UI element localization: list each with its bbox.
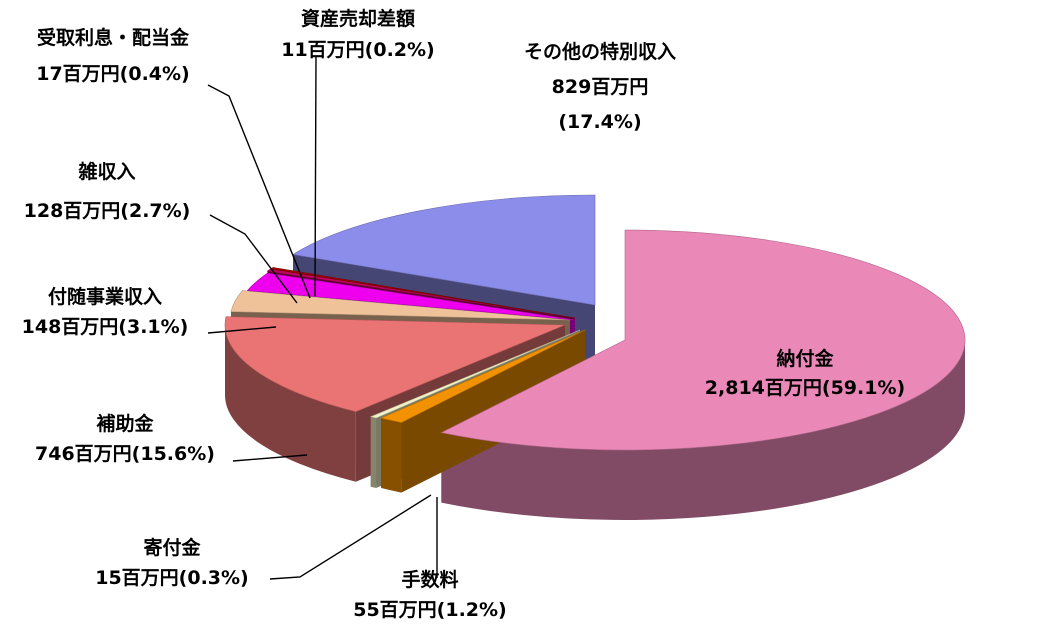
slice-side-手数料 [381, 418, 402, 493]
label-資産売却差額-value: 11百万円(0.2%) [281, 39, 435, 61]
label-補助金-value: 746百万円(15.6%) [35, 443, 215, 465]
label-その他の特別収入-percent: (17.4%) [558, 111, 641, 133]
label-雑収入-value: 128百万円(2.7%) [24, 200, 191, 222]
slice-top-補助金 [224, 316, 566, 413]
label-その他の特別収入-name: その他の特別収入 [524, 40, 676, 63]
leader-line-資産売却差額 [314, 55, 317, 297]
slice-wall-手数料-1 [381, 330, 585, 489]
leader-line-付随事業収入 [207, 326, 277, 334]
label-付随事業収入-name: 付随事業収入 [48, 285, 162, 308]
slice-tops [224, 194, 966, 451]
label-手数料-value: 55百万円(1.2%) [353, 599, 507, 621]
leader-line-受取利息・配当金 [207, 84, 311, 299]
slice-top-雑収入 [246, 272, 576, 321]
slice-top-手数料 [380, 329, 586, 423]
leader-line-補助金 [232, 454, 308, 462]
label-その他の特別収入-value: 829百万円 [552, 76, 649, 98]
label-寄付金-value: 15百万円(0.3%) [95, 567, 249, 589]
slice-top-納付金 [440, 229, 966, 451]
slice-side-寄付金 [370, 416, 377, 489]
label-受取利息・配当金-value: 17百万円(0.4%) [36, 63, 190, 85]
label-納付金-value: 2,814百万円(59.1%) [705, 377, 905, 399]
label-付随事業収入-value: 148百万円(3.1%) [22, 316, 189, 338]
slice-top-寄付金 [369, 329, 581, 419]
slice-top-付随事業収入 [230, 290, 571, 321]
leader-line-雑収入 [209, 214, 298, 304]
label-補助金-name: 補助金 [95, 412, 154, 435]
slice-side-補助金 [225, 325, 356, 482]
label-寄付金-name: 寄付金 [143, 536, 201, 559]
label-雑収入-name: 雑収入 [77, 160, 135, 183]
label-資産売却差額-name: 資産売却差額 [301, 7, 415, 30]
leader-line-寄付金 [269, 494, 432, 580]
label-手数料-name: 手数料 [401, 568, 458, 591]
label-納付金-name: 納付金 [776, 347, 834, 370]
label-受取利息・配当金-name: 受取利息・配当金 [37, 26, 190, 49]
slice-side-納付金 [441, 340, 965, 520]
